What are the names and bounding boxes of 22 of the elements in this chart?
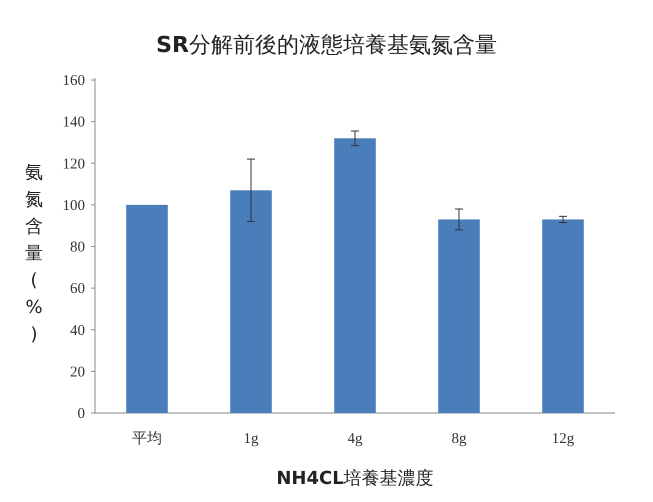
- bar: [230, 190, 272, 413]
- x-tick-label: 平均: [132, 430, 162, 447]
- bar: [126, 204, 168, 413]
- x-tick-label: 1g: [244, 431, 259, 447]
- y-tick-label: 0: [78, 406, 85, 422]
- y-tick-label: 120: [62, 156, 85, 172]
- x-tick-label: 4g: [348, 431, 363, 447]
- chart-title: SR分解前後的液態培養基氨氮含量: [156, 33, 497, 58]
- x-tick-label: 12g: [552, 431, 575, 447]
- bar: [334, 138, 376, 413]
- y-tick-label: 40: [70, 322, 85, 339]
- y-tick-label: 140: [62, 114, 85, 131]
- x-tick-label: 8g: [452, 431, 467, 447]
- y-tick-label: 20: [70, 364, 85, 380]
- y-tick-label: 60: [70, 281, 85, 298]
- y-tick-label: 160: [62, 73, 85, 89]
- bar: [542, 219, 584, 413]
- bar: [438, 219, 480, 413]
- y-tick-label: 100: [62, 198, 85, 214]
- x-axis-title: NH4CL培養基濃度: [276, 468, 434, 489]
- y-axis-title: 氨氮含量(%): [25, 162, 43, 345]
- y-tick-label: 80: [70, 240, 85, 256]
